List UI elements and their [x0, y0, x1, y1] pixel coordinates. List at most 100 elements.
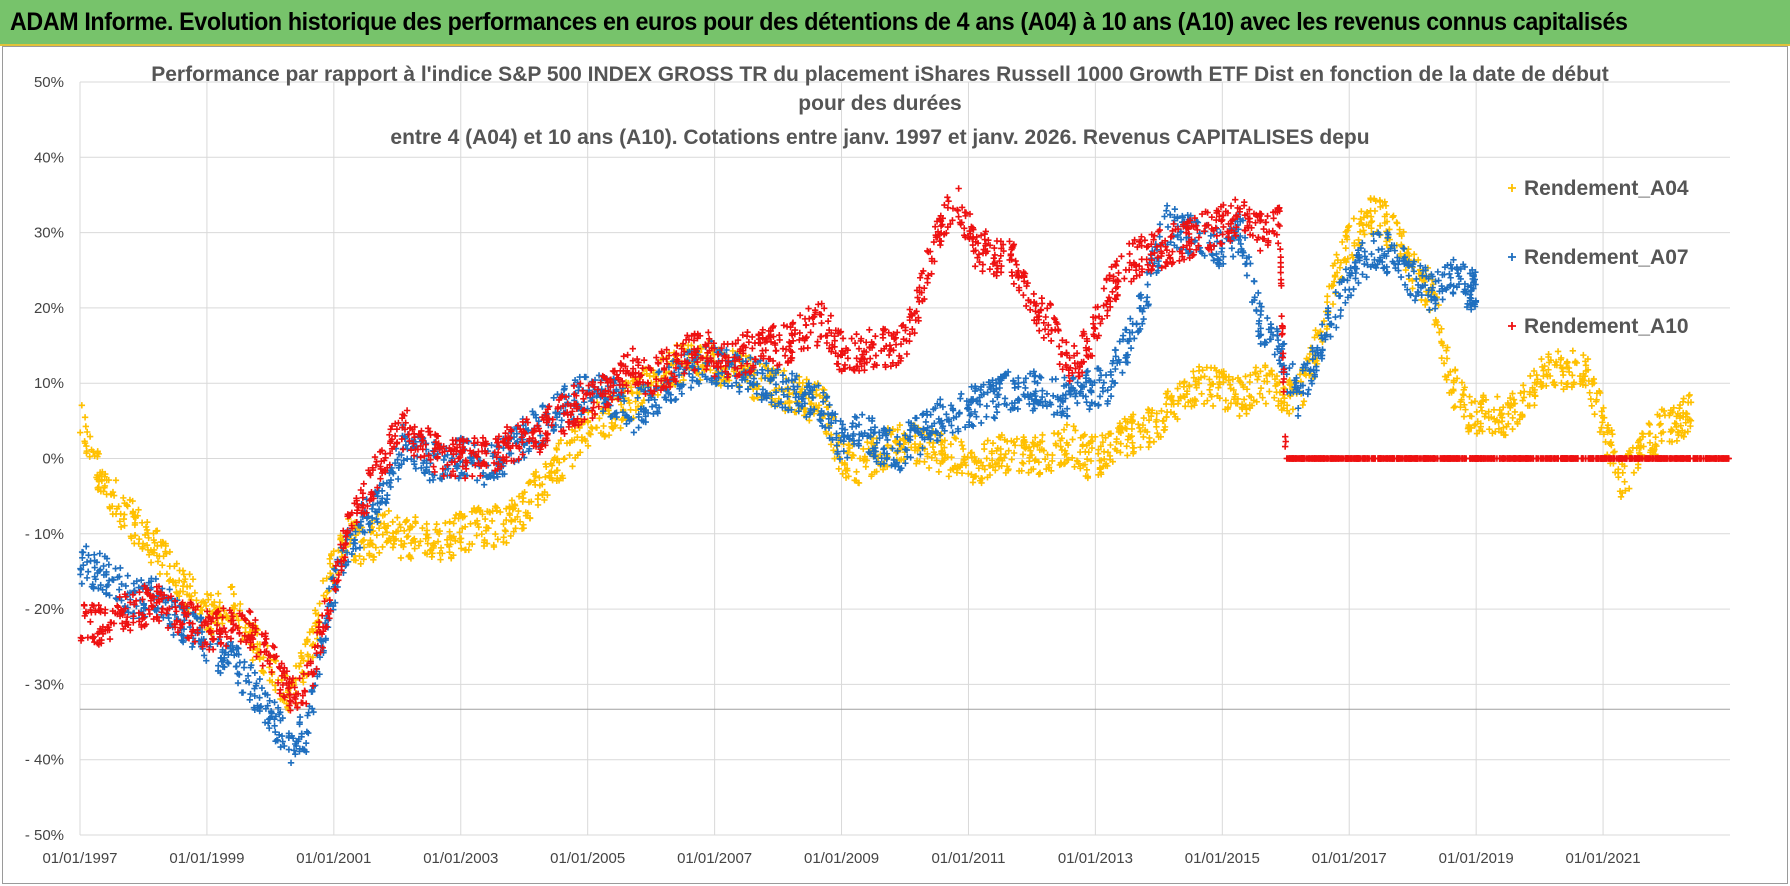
data-point — [330, 548, 337, 555]
data-point — [536, 482, 544, 489]
data-point — [304, 638, 311, 646]
data-point — [1145, 417, 1153, 424]
data-point — [411, 545, 418, 552]
data-point — [978, 479, 985, 487]
data-point — [1564, 380, 1571, 387]
data-point — [179, 588, 187, 595]
data-point — [473, 532, 480, 539]
data-point — [1074, 379, 1081, 386]
data-point — [1011, 384, 1019, 392]
data-point — [235, 623, 243, 631]
data-point — [1144, 281, 1151, 288]
data-point — [1124, 436, 1132, 443]
data-point — [1229, 376, 1237, 383]
data-point — [134, 512, 141, 519]
data-point — [480, 481, 488, 488]
data-point — [1350, 215, 1358, 222]
data-point — [958, 469, 966, 477]
data-point — [589, 425, 596, 432]
data-point — [306, 629, 313, 636]
data-point — [1176, 380, 1184, 387]
data-point — [632, 398, 639, 405]
data-point — [1572, 358, 1579, 365]
data-point — [215, 590, 222, 597]
data-point — [1200, 400, 1208, 407]
data-point — [541, 496, 548, 504]
data-point — [508, 503, 516, 510]
data-point — [945, 473, 953, 480]
data-point — [1186, 383, 1193, 390]
data-point — [1216, 369, 1223, 376]
data-point — [1473, 408, 1480, 416]
data-point — [1022, 384, 1029, 392]
data-point — [803, 376, 810, 383]
data-point — [925, 464, 933, 472]
data-point — [117, 523, 125, 531]
data-point — [1107, 430, 1115, 437]
data-point — [151, 539, 158, 546]
data-point — [430, 463, 437, 470]
data-point — [1164, 223, 1172, 231]
data-point — [1162, 390, 1170, 397]
data-point — [516, 518, 524, 525]
data-point — [1171, 206, 1179, 213]
data-point — [786, 399, 793, 407]
data-point — [972, 473, 980, 480]
data-point — [1254, 376, 1261, 383]
data-point — [1146, 438, 1153, 445]
data-point — [1494, 393, 1501, 400]
data-point — [433, 520, 440, 528]
data-point — [87, 618, 94, 625]
data-point — [424, 540, 431, 547]
data-point — [799, 379, 807, 387]
series-rendement_a04 — [77, 195, 1695, 714]
data-point — [1030, 465, 1037, 473]
data-point — [1156, 233, 1163, 240]
data-point — [508, 497, 516, 504]
data-point — [116, 518, 124, 525]
data-point — [375, 525, 383, 532]
data-point — [981, 445, 988, 453]
data-point — [600, 422, 607, 430]
data-point — [173, 560, 180, 567]
data-point — [983, 402, 991, 410]
data-point — [1347, 264, 1354, 272]
data-point — [500, 538, 507, 546]
data-point — [442, 519, 449, 527]
data-point — [853, 468, 860, 475]
data-point — [324, 606, 331, 614]
data-point — [827, 441, 835, 448]
data-point — [1443, 347, 1450, 354]
data-point — [127, 627, 134, 634]
data-point — [1041, 456, 1049, 463]
data-point — [391, 432, 399, 440]
data-point — [1251, 278, 1258, 285]
data-point — [1511, 408, 1519, 416]
data-point — [938, 430, 945, 438]
data-point — [81, 414, 89, 421]
data-point — [1020, 433, 1027, 441]
data-point — [958, 438, 965, 446]
data-point — [96, 473, 103, 480]
data-point — [417, 454, 424, 461]
data-point — [553, 467, 561, 474]
data-point — [1049, 451, 1056, 459]
data-point — [843, 465, 851, 472]
data-point — [1486, 426, 1493, 433]
data-point — [530, 470, 537, 478]
data-point — [528, 498, 535, 505]
data-point — [154, 542, 161, 550]
data-point — [1615, 473, 1622, 481]
data-point — [873, 468, 880, 475]
data-point — [120, 515, 128, 523]
data-point — [984, 437, 991, 444]
data-point — [1635, 461, 1642, 468]
data-point — [1447, 274, 1454, 281]
data-point — [86, 433, 94, 440]
data-point — [1183, 390, 1191, 398]
data-point — [1133, 320, 1140, 327]
banner-title: ADAM Informe. Evolution historique des p… — [10, 7, 1628, 36]
data-point — [508, 517, 515, 524]
data-point — [305, 653, 312, 660]
data-point — [232, 663, 240, 670]
